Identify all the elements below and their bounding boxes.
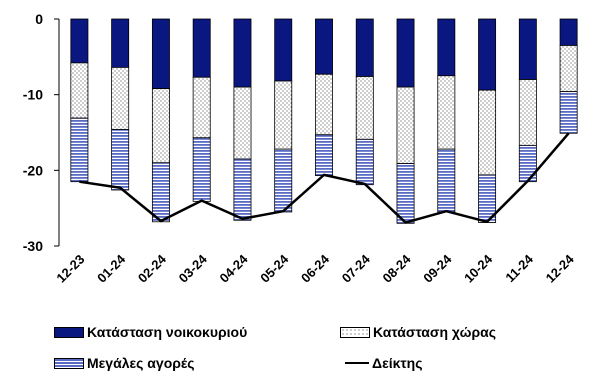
bar-segment bbox=[70, 62, 89, 119]
bar-segment bbox=[355, 18, 374, 77]
bar-segment bbox=[151, 162, 170, 223]
bar-segment bbox=[437, 75, 456, 150]
bar-segment bbox=[559, 45, 578, 93]
bar-segment bbox=[111, 67, 130, 130]
x-tick-label: 02-24 bbox=[135, 251, 170, 286]
bar-segment bbox=[396, 86, 415, 164]
y-tick-label: -10 bbox=[23, 87, 43, 103]
x-tick-label: 07-24 bbox=[339, 251, 374, 286]
bar-segment bbox=[315, 73, 333, 136]
bar-segment bbox=[70, 117, 89, 183]
x-tick-label: 10-24 bbox=[461, 251, 496, 286]
bar-segment bbox=[355, 76, 374, 140]
x-tick-label: 03-24 bbox=[176, 251, 211, 286]
x-tick-label: 06-24 bbox=[298, 251, 333, 286]
plot-area: 0 -10 -20 -30 12-23 01-24 02-24 03-24 04-24 05-24… bbox=[23, 11, 578, 286]
bar-segment bbox=[111, 129, 130, 191]
bar-segment bbox=[111, 18, 130, 68]
x-tick-label: 12-24 bbox=[543, 251, 578, 286]
bar-segment bbox=[396, 163, 415, 224]
x-tick-label: 09-24 bbox=[420, 251, 455, 286]
bar-segment bbox=[274, 80, 293, 150]
bar-segment bbox=[355, 138, 374, 186]
y-tick-label: 0 bbox=[35, 11, 43, 27]
bar-segment bbox=[396, 18, 415, 88]
y-tick-label: -20 bbox=[23, 162, 43, 178]
bar-segment bbox=[70, 18, 89, 64]
bar-segment bbox=[518, 18, 537, 80]
bar-segment bbox=[151, 88, 170, 164]
bar-segment bbox=[437, 18, 456, 77]
bar-segment bbox=[192, 18, 211, 78]
bar-segment bbox=[478, 89, 497, 176]
bar-segment bbox=[437, 148, 456, 213]
x-tick-label: 05-24 bbox=[257, 251, 292, 286]
bar-segment bbox=[233, 86, 252, 160]
bar-segment bbox=[518, 79, 537, 146]
bar-segment bbox=[192, 76, 211, 139]
bar-segment bbox=[151, 18, 170, 90]
bar-segment bbox=[478, 18, 497, 91]
bar-segment bbox=[518, 144, 537, 183]
index-line bbox=[79, 132, 570, 224]
y-tick-label: -30 bbox=[23, 238, 43, 254]
bar-segment bbox=[315, 18, 333, 75]
x-tick-label: 01-24 bbox=[94, 251, 129, 286]
x-tick-label: 08-24 bbox=[380, 251, 415, 286]
bar-segment bbox=[233, 158, 252, 221]
bar-segment bbox=[559, 91, 578, 134]
bar-segment bbox=[315, 134, 333, 177]
x-tick-label: 11-24 bbox=[502, 251, 536, 285]
x-tick-label: 04-24 bbox=[216, 251, 251, 286]
x-tick-label: 12-23 bbox=[53, 252, 87, 286]
bar-segment bbox=[274, 148, 293, 213]
bar-segment bbox=[233, 18, 252, 88]
bar-segment bbox=[274, 18, 293, 82]
bar-segment bbox=[559, 18, 578, 46]
bar-segment bbox=[192, 137, 211, 202]
